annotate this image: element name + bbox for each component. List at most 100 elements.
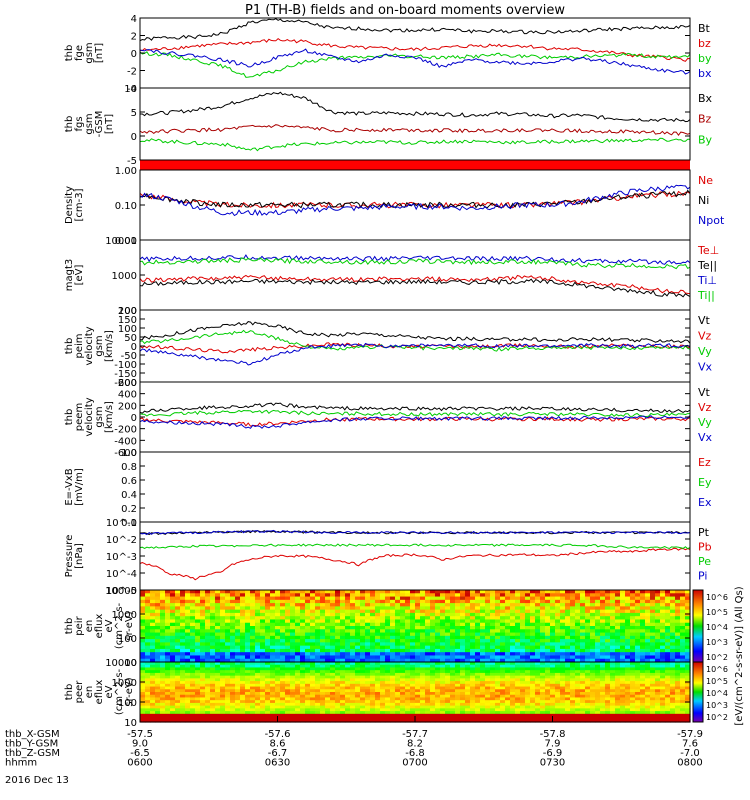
spectrogram-cell — [270, 675, 276, 679]
spectrogram-cell — [595, 603, 601, 607]
spectrogram-cell — [310, 648, 316, 653]
spectrogram-cell — [665, 629, 671, 634]
spectrogram-cell — [160, 603, 166, 607]
spectrogram-cell — [525, 658, 531, 663]
spectrogram-cell — [215, 648, 221, 653]
spectrogram-cell — [485, 716, 491, 720]
spectrogram-cell — [380, 702, 386, 707]
spectrogram-cell — [350, 678, 356, 682]
spectrogram-cell — [535, 596, 541, 601]
spectrogram-cell — [510, 596, 516, 601]
spectrogram-cell — [300, 612, 306, 617]
spectrogram-cell — [185, 645, 191, 650]
spectrogram-cell — [560, 672, 566, 677]
spectrogram-cell — [265, 694, 271, 699]
spectrogram-cell — [345, 697, 351, 701]
spectrogram-cell — [665, 670, 671, 674]
spectrogram-cell — [380, 675, 386, 679]
spectrogram-cell — [570, 609, 576, 614]
spectrogram-cell — [210, 635, 216, 640]
spectrogram-cell — [670, 612, 676, 617]
spectrogram-cell — [250, 629, 256, 634]
y-axis-label: gsm — [84, 42, 95, 63]
spectrogram-cell — [610, 658, 616, 663]
spectrogram-cell — [345, 711, 351, 715]
spectrogram-cell — [390, 686, 396, 690]
spectrogram-cell — [245, 678, 251, 682]
spectrogram-cell — [480, 626, 486, 630]
spectrogram-cell — [585, 599, 591, 604]
spectrogram-cell — [655, 635, 661, 640]
spectrogram-cell — [195, 596, 201, 601]
spectrogram-cell — [550, 658, 556, 663]
spectrogram-cell — [385, 590, 391, 594]
spectrogram-cell — [315, 708, 321, 712]
spectrogram-cell — [375, 655, 381, 660]
spectrogram-cell — [555, 609, 561, 614]
spectrogram-cell — [180, 672, 186, 677]
spectrogram-cell — [630, 689, 636, 693]
spectrogram-cell — [685, 590, 691, 594]
spectrogram-cell — [470, 593, 476, 598]
legend-bz: bz — [698, 37, 711, 50]
spectrogram-cell — [400, 672, 406, 677]
spectrogram-cell — [205, 609, 211, 614]
spectrogram-cell — [430, 681, 436, 685]
spectrogram-cell — [170, 689, 176, 693]
spectrogram-cell — [510, 697, 516, 701]
spectrogram-cell — [570, 639, 576, 643]
spectrogram-cell — [610, 689, 616, 693]
spectrogram-cell — [595, 694, 601, 699]
y-axis-label: gsm — [94, 335, 105, 356]
spectrogram-cell — [615, 667, 621, 671]
spectrogram-cell — [610, 678, 616, 682]
spectrogram-cell — [475, 681, 481, 685]
spectrogram-cell — [320, 705, 326, 709]
spectrogram-cell — [290, 708, 296, 712]
spectrogram-cell — [200, 700, 206, 704]
spectrogram-cell — [495, 670, 501, 674]
spectrogram-cell — [515, 652, 521, 657]
spectrogram-cell — [390, 652, 396, 657]
spectrogram-cell — [460, 632, 466, 637]
spectrogram-cell — [205, 672, 211, 677]
spectrogram-cell — [470, 702, 476, 707]
spectrogram-cell — [145, 697, 151, 701]
spectrogram-cell — [255, 612, 261, 617]
spectrogram-cell — [395, 642, 401, 647]
spectrogram-cell — [150, 664, 156, 669]
spectrogram-cell — [435, 642, 441, 647]
spectrogram-cell — [485, 648, 491, 653]
spectrogram-cell — [455, 603, 461, 607]
spectrogram-cell — [315, 672, 321, 677]
spectrogram-cell — [375, 599, 381, 604]
spectrogram-cell — [145, 692, 151, 696]
spectrogram-cell — [150, 716, 156, 720]
spectrogram-cell — [295, 672, 301, 677]
spectrogram-cell — [310, 616, 316, 621]
spectrogram-cell — [395, 629, 401, 634]
spectrogram-cell — [185, 681, 191, 685]
spectrogram-cell — [395, 662, 401, 666]
spectrogram-cell — [185, 719, 191, 723]
spectrogram-cell — [640, 658, 646, 663]
spectrogram-cell — [295, 658, 301, 663]
spectrogram-cell — [255, 667, 261, 671]
spectrogram-cell — [210, 702, 216, 707]
spectrogram-cell — [585, 702, 591, 707]
spectrogram-cell — [495, 593, 501, 598]
spectrogram-cell — [190, 622, 196, 627]
spectrogram-cell — [180, 697, 186, 701]
spectrogram-cell — [460, 689, 466, 693]
spectrogram-cell — [330, 675, 336, 679]
spectrogram-cell — [465, 599, 471, 604]
spectrogram-cell — [655, 692, 661, 696]
spectrogram-cell — [260, 672, 266, 677]
spectrogram-cell — [250, 672, 256, 677]
spectrogram-cell — [235, 662, 241, 666]
spectrogram-cell — [535, 609, 541, 614]
spectrogram-cell — [295, 648, 301, 653]
spectrogram-cell — [590, 590, 596, 594]
